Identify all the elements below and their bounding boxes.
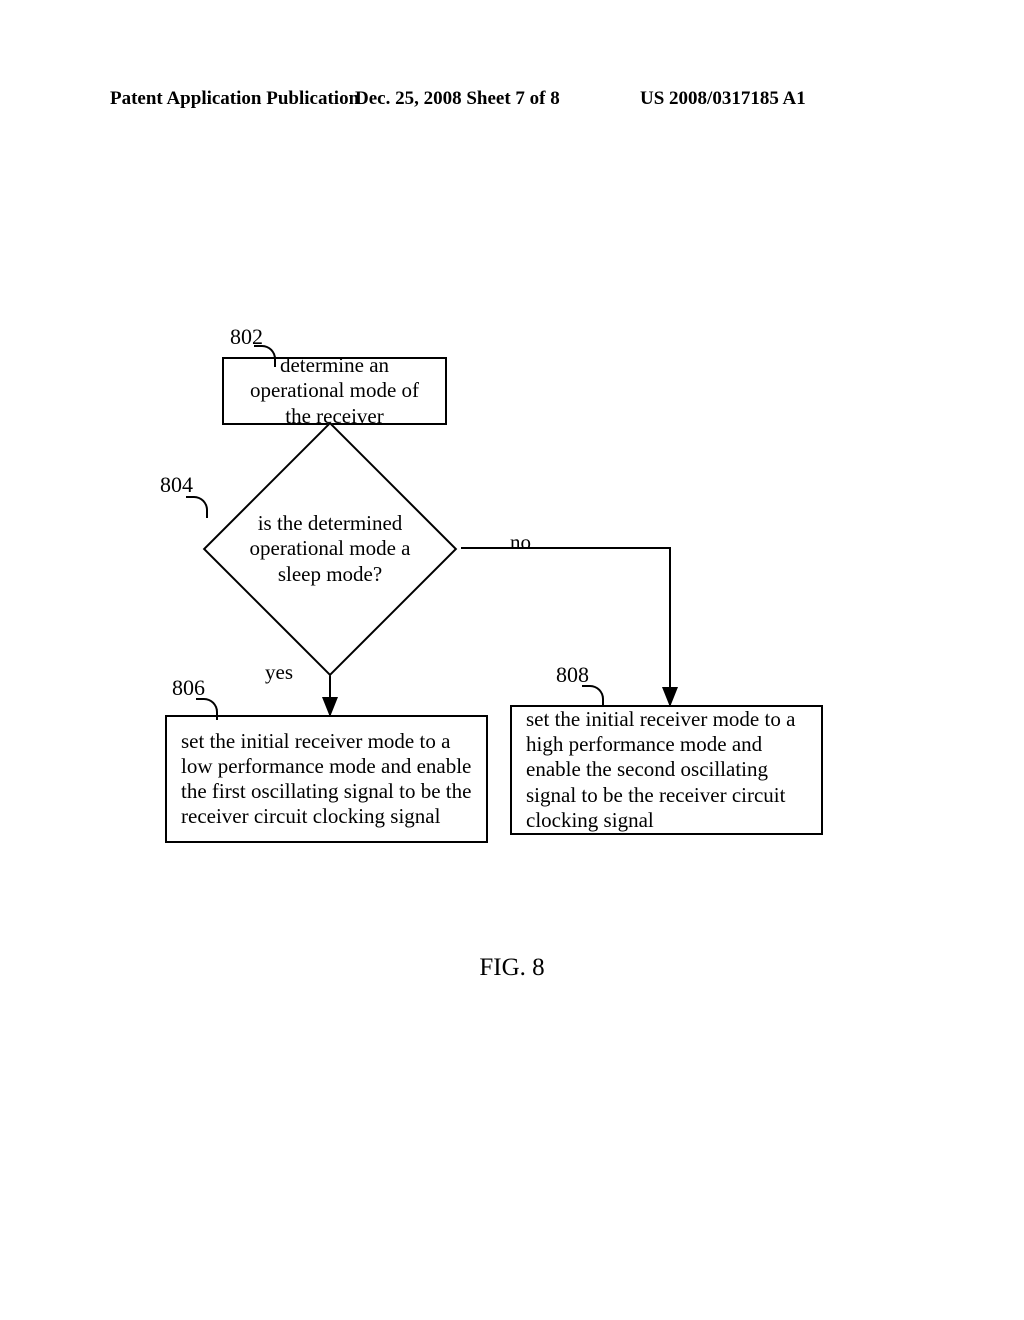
step-802: determine an operational mode of the rec… xyxy=(222,357,447,425)
step-808: set the initial receiver mode to a high … xyxy=(510,705,823,835)
step-806: set the initial receiver mode to a low p… xyxy=(165,715,488,843)
pub-type: Patent Application Publication xyxy=(110,88,359,110)
edge-yes: yes xyxy=(265,660,293,685)
step-806-text: set the initial receiver mode to a low p… xyxy=(181,729,472,830)
flowchart: determine an operational mode of the rec… xyxy=(150,320,870,960)
figure-caption: FIG. 8 xyxy=(0,954,1024,982)
sheet-info: Dec. 25, 2008 Sheet 7 of 8 xyxy=(355,88,560,110)
ref-804: 804 xyxy=(160,472,193,498)
decision-804-text: is the determined operational mode a sle… xyxy=(200,459,460,639)
edge-no: no xyxy=(510,530,531,555)
pub-number: US 2008/0317185 A1 xyxy=(640,88,806,110)
step-808-text: set the initial receiver mode to a high … xyxy=(526,707,807,833)
